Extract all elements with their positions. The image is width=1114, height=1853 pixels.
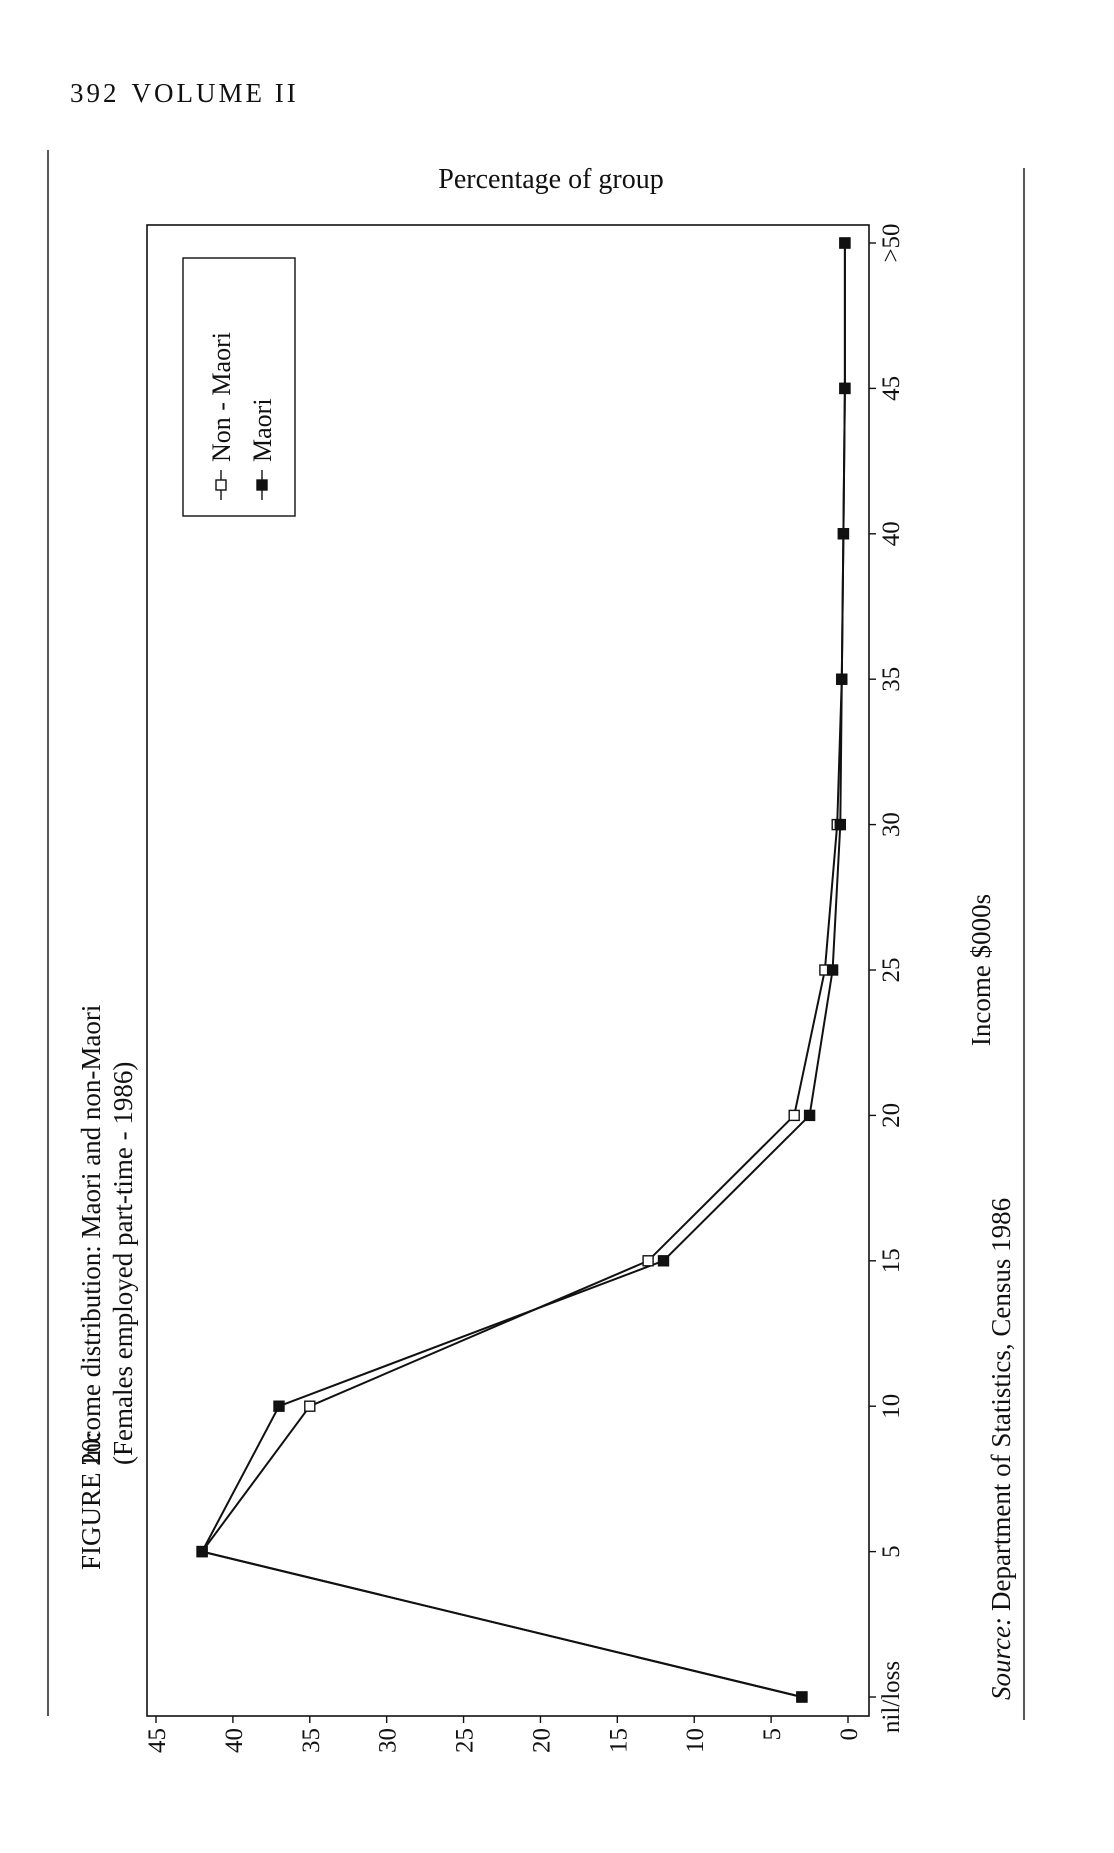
x-axis-label: Income $000s [966, 894, 996, 1046]
y-tick-label: 35 [298, 1728, 325, 1753]
x-tick-label: 25 [878, 958, 905, 983]
legend-maori-label: Maori [248, 398, 277, 462]
figure-label: FIGURE 20: [76, 1431, 106, 1570]
data-point-maori [839, 237, 851, 249]
figure-caption: FIGURE 20: [76, 1431, 106, 1570]
x-axis-ticks: nil/loss 5 10 15 20 25 30 35 40 45 >50 [869, 223, 905, 1733]
y-tick-label: 20 [528, 1728, 555, 1753]
data-point-maori [803, 1109, 816, 1122]
data-point-maori [837, 528, 850, 540]
x-tick-label: 5 [878, 1545, 905, 1558]
y-axis-ticks: 0 5 10 15 20 25 30 35 40 45 [144, 1716, 863, 1753]
series-layer [196, 237, 851, 1703]
data-point-maori [796, 1691, 808, 1703]
data-point-maori [834, 818, 846, 831]
x-tick-label: 20 [878, 1103, 905, 1128]
source-text: Department of Statistics, Census 1986 [986, 1198, 1016, 1611]
y-tick-label: 10 [682, 1728, 709, 1753]
y-tick-label: 45 [144, 1728, 171, 1753]
x-tick-label: 35 [878, 667, 905, 692]
data-point-non-maori [642, 1255, 654, 1267]
data-point-maori [273, 1400, 285, 1412]
data-point-maori [196, 1545, 208, 1558]
y-tick-label: 30 [375, 1728, 402, 1753]
data-point-non-maori [788, 1109, 800, 1122]
page-header: 392 VOLUME II [70, 78, 299, 109]
x-tick-label: 15 [878, 1248, 905, 1273]
x-tick-label: 45 [878, 376, 905, 401]
legend-non-maori-label: Non - Maori [207, 332, 236, 462]
x-tick-label: 10 [878, 1394, 905, 1419]
data-point-non-maori [304, 1400, 316, 1412]
caption-line-2: (Females employed part-time - 1986) [108, 1062, 138, 1465]
page-number: 392 [70, 78, 120, 108]
x-tick-label: >50 [878, 223, 905, 262]
source-prefix: Source: [986, 1617, 1016, 1700]
y-tick-label: 0 [836, 1728, 863, 1741]
legend-non-maori-marker [215, 479, 227, 491]
legend-box [182, 257, 296, 517]
x-tick-label: 40 [878, 521, 905, 546]
x-tick-label: nil/loss [878, 1661, 905, 1733]
legend-maori-marker [256, 479, 268, 491]
y-tick-label: 25 [452, 1728, 479, 1753]
series-line-maori [200, 243, 846, 1698]
y-tick-label: 15 [605, 1728, 632, 1753]
caption-line-1: Income distribution: Maori and non-Maori [76, 1005, 106, 1465]
y-tick-label: 40 [221, 1728, 248, 1753]
data-point-maori [657, 1255, 670, 1267]
data-point-maori [826, 964, 839, 976]
legend: Non - Maori Maori [182, 257, 296, 517]
data-point-maori [839, 382, 851, 395]
source-note: Source: Department of Statistics, Census … [986, 1198, 1016, 1700]
running-head: VOLUME II [131, 78, 299, 108]
x-tick-label: 30 [878, 812, 905, 837]
svg-text:Source:Department of Statistic: Source: Department of Statistics, Census … [986, 1198, 1016, 1700]
y-tick-label: 5 [759, 1728, 786, 1741]
series-line-non-maori [200, 243, 846, 1698]
y-axis-label: Percentage of group [438, 164, 663, 195]
data-point-maori [836, 673, 848, 685]
